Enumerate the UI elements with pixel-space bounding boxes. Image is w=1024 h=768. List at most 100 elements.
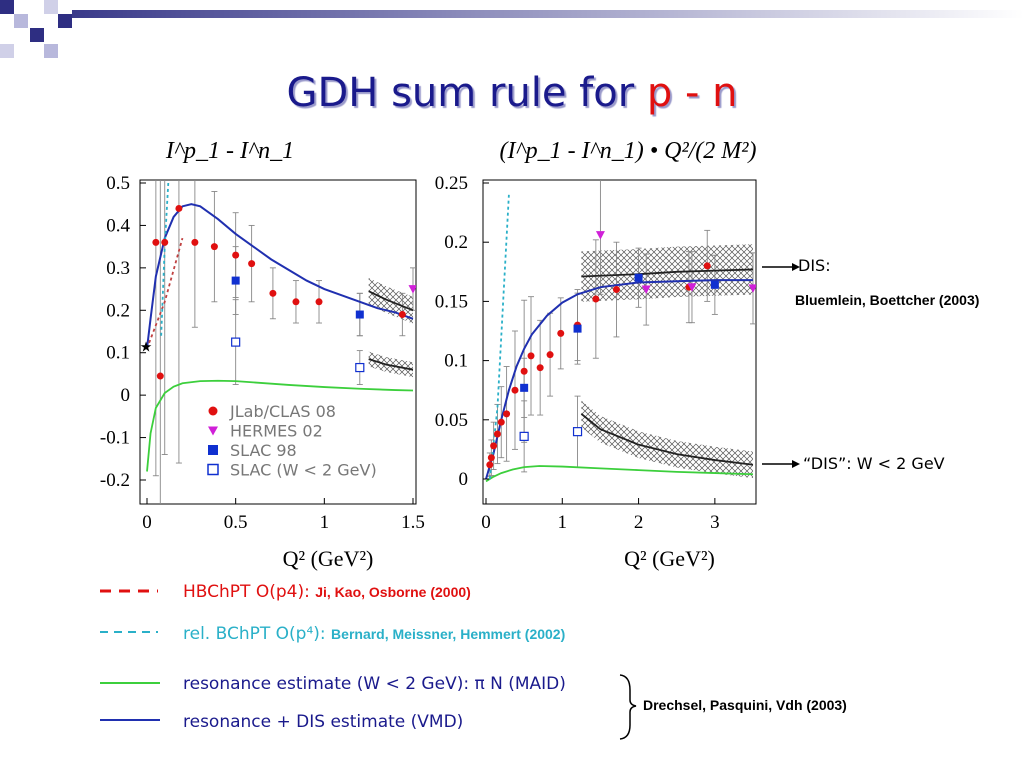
legend-marker xyxy=(207,463,219,476)
data-point-jlab xyxy=(527,352,535,360)
curve-dis-bluemlein-boettcher- xyxy=(368,290,414,312)
decor-square xyxy=(30,28,44,42)
curve-resonance-dis-estimate-vmd- xyxy=(146,203,414,349)
data-point-jlab xyxy=(315,298,323,306)
y-tick-label: 0.1 xyxy=(106,343,130,364)
data-point-hermes xyxy=(408,285,416,294)
data-point-jlab xyxy=(503,410,511,418)
y-tick-label: 0.25 xyxy=(435,173,468,194)
data-point-jlab xyxy=(497,418,505,426)
curve-resonance-estimate-w-2-gev-n-maid- xyxy=(146,379,414,472)
data-point-hermes xyxy=(687,283,697,292)
x-tick-label: 1 xyxy=(320,512,330,533)
dis-label: DIS: xyxy=(798,256,831,275)
legend-label: SLAC (W < 2 GeV) xyxy=(230,461,377,480)
data-point-jlab xyxy=(520,367,528,375)
decor-square xyxy=(0,44,14,58)
plot-area xyxy=(485,180,756,483)
annotation-arrows xyxy=(619,263,800,740)
legend-rbchpt: rel. BChPT O(p⁴): Bernard, Meissner, Hem… xyxy=(183,624,565,644)
y-tick-label: 0.3 xyxy=(106,258,130,279)
x-tick-label: 2 xyxy=(634,512,644,533)
dis-w2-label: “DIS”: W < 2 GeV xyxy=(803,454,945,473)
legend-label: SLAC 98 xyxy=(230,441,297,460)
chart-left: ★ 0.5 0.4 0.3 0.2 0.1 0 -0.1 -0.2 0 0.5 1 1.5 Q² (GeV… xyxy=(100,138,425,571)
title-highlight: p - n xyxy=(646,70,738,116)
data-point-jlab xyxy=(232,251,240,259)
data-point-slac98 xyxy=(573,324,582,333)
x-tick-label: 3 xyxy=(710,512,720,533)
data-point-jlab xyxy=(269,289,277,297)
decor-square xyxy=(0,0,14,14)
x-tick-label: 1 xyxy=(558,512,568,533)
curve--dis-w-2-gev xyxy=(368,358,414,371)
data-point-hermes xyxy=(641,285,651,295)
data-point-slac-w2 xyxy=(519,431,529,441)
y-tick-label: 0.1 xyxy=(444,351,468,372)
data-point-jlab xyxy=(546,351,554,359)
data-point-jlab xyxy=(175,204,183,212)
data-point-jlab xyxy=(398,311,406,319)
data-point-jlab xyxy=(292,298,300,306)
x-axis-label: Q² (GeV²) xyxy=(624,546,715,571)
x-tick-label: 0 xyxy=(481,512,491,533)
y-tick-label: 0.2 xyxy=(444,232,468,253)
legend-vmd: resonance + DIS estimate (VMD) xyxy=(183,712,464,732)
curve-hbchpt-o-p4- xyxy=(146,237,184,349)
data-point-jlab xyxy=(592,295,600,303)
data-point-jlab xyxy=(191,238,199,246)
drechsel-ref: Drechsel, Pasquini, Vdh (2003) xyxy=(643,697,847,713)
hbchpt-ref: Ji, Kao, Osborne (2000) xyxy=(315,584,471,600)
y-tick-label: -0.1 xyxy=(100,428,130,449)
decor-square xyxy=(44,0,58,14)
y-tick-label: 0.05 xyxy=(435,410,468,431)
x-tick-label: 1.5 xyxy=(401,512,425,533)
data-point-jlab xyxy=(557,329,565,337)
legend-maid: resonance estimate (W < 2 GeV): π N (MAI… xyxy=(183,674,566,694)
decor-square xyxy=(14,14,28,28)
y-tick-label: 0.2 xyxy=(106,300,130,321)
y-tick-label: 0 xyxy=(459,469,469,490)
x-tick-label: 0 xyxy=(142,512,152,533)
data-point-jlab xyxy=(536,364,544,372)
data-point-jlab xyxy=(248,260,256,268)
y-tick-label: 0.5 xyxy=(106,173,130,194)
dis-w2-arrowhead xyxy=(792,460,800,468)
rbchpt-label: rel. BChPT O(p⁴): xyxy=(183,624,332,644)
data-point-hermes xyxy=(595,231,605,240)
legend-marker xyxy=(208,445,218,455)
data-point-slac98 xyxy=(231,276,240,285)
chart-title: (I^p_1 - I^n_1) • Q²/(2 M²) xyxy=(500,138,757,164)
legend-marker xyxy=(208,426,218,436)
data-point-slac98 xyxy=(634,273,643,282)
x-tick-label: 0.5 xyxy=(224,512,248,533)
dis-arrowhead xyxy=(792,263,800,271)
curve-dis-bluemlein-boettcher- xyxy=(581,268,754,278)
data-point-jlab xyxy=(152,238,160,246)
rbchpt-ref: Bernard, Meissner, Hemmert (2002) xyxy=(331,626,566,642)
y-tick-label: 0.4 xyxy=(106,215,130,236)
chart-right: 0.25 0.2 0.15 0.1 0.05 0 0 1 2 3 Q² (GeV²) (I^p_1 -… xyxy=(435,138,757,571)
y-tick-label: 0.15 xyxy=(435,291,468,312)
decor-square xyxy=(44,44,58,58)
bottom-legend-lines xyxy=(100,589,160,721)
data-point-jlab xyxy=(161,238,169,246)
data-point-jlab xyxy=(703,262,711,270)
decor-square xyxy=(58,14,72,28)
data-point-slac98 xyxy=(355,310,364,319)
data-point-jlab xyxy=(156,372,164,380)
data-point-slac-w2 xyxy=(572,427,583,437)
slide-title: GDH sum rule for p - n xyxy=(0,70,1024,116)
x-axis-label: Q² (GeV²) xyxy=(283,546,374,571)
data-point-slac98 xyxy=(710,280,719,289)
legend-label: JLab/CLAS 08 xyxy=(229,402,336,421)
data-point-jlab xyxy=(487,454,495,462)
data-point-slac-w2 xyxy=(231,337,241,347)
y-tick-label: -0.2 xyxy=(100,470,130,491)
plot-frame xyxy=(139,179,417,505)
data-point-hermes xyxy=(748,284,756,293)
curve-resonance-estimate-w-2-gev-n-maid- xyxy=(485,465,754,483)
chart-title: I^p_1 - I^n_1 xyxy=(165,138,294,164)
data-point-jlab xyxy=(490,442,498,450)
